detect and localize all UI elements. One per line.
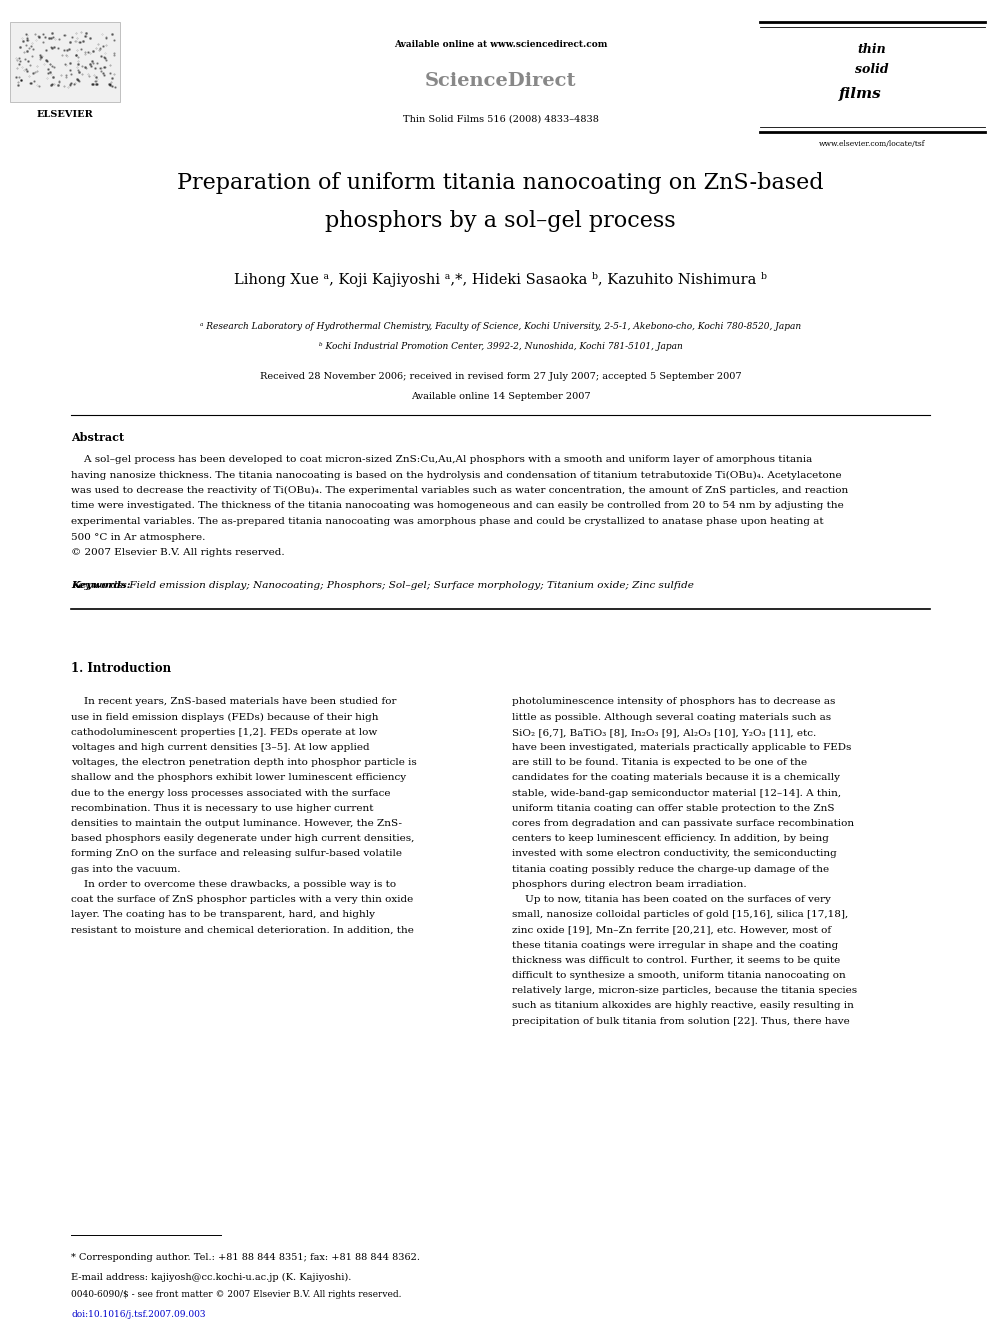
Text: thickness was difficult to control. Further, it seems to be quite: thickness was difficult to control. Furt… [512, 957, 840, 964]
Text: photoluminescence intensity of phosphors has to decrease as: photoluminescence intensity of phosphors… [512, 697, 835, 706]
Text: coat the surface of ZnS phosphor particles with a very thin oxide: coat the surface of ZnS phosphor particl… [71, 896, 414, 904]
Text: ᵇ Kochi Industrial Promotion Center, 3992-2, Nunoshida, Kochi 781-5101, Japan: ᵇ Kochi Industrial Promotion Center, 399… [318, 343, 682, 351]
Text: uniform titania coating can offer stable protection to the ZnS: uniform titania coating can offer stable… [512, 804, 834, 812]
Text: densities to maintain the output luminance. However, the ZnS-: densities to maintain the output luminan… [71, 819, 402, 828]
Text: Up to now, titania has been coated on the surfaces of very: Up to now, titania has been coated on th… [512, 896, 831, 904]
Text: Available online 14 September 2007: Available online 14 September 2007 [411, 392, 590, 401]
Text: invested with some electron conductivity, the semiconducting: invested with some electron conductivity… [512, 849, 836, 859]
Text: centers to keep luminescent efficiency. In addition, by being: centers to keep luminescent efficiency. … [512, 835, 829, 843]
Text: forming ZnO on the surface and releasing sulfur-based volatile: forming ZnO on the surface and releasing… [71, 849, 402, 859]
Text: thin: thin [858, 44, 887, 56]
Text: doi:10.1016/j.tsf.2007.09.003: doi:10.1016/j.tsf.2007.09.003 [71, 1310, 205, 1319]
Text: voltages, the electron penetration depth into phosphor particle is: voltages, the electron penetration depth… [71, 758, 417, 767]
Text: Preparation of uniform titania nanocoating on ZnS-based: Preparation of uniform titania nanocoati… [178, 172, 823, 194]
Bar [10, 22, 120, 102]
Text: SiO₂ [6,7], BaTiO₃ [8], In₂O₃ [9], Al₂O₃ [10], Y₂O₃ [11], etc.: SiO₂ [6,7], BaTiO₃ [8], In₂O₃ [9], Al₂O₃… [512, 728, 816, 737]
Text: shallow and the phosphors exhibit lower luminescent efficiency: shallow and the phosphors exhibit lower … [71, 774, 406, 782]
Text: www.elsevier.com/locate/tsf: www.elsevier.com/locate/tsf [818, 140, 926, 148]
Text: based phosphors easily degenerate under high current densities,: based phosphors easily degenerate under … [71, 835, 415, 843]
Text: these titania coatings were irregular in shape and the coating: these titania coatings were irregular in… [512, 941, 838, 950]
Text: ScienceDirect: ScienceDirect [425, 71, 576, 90]
Text: Keywords:: Keywords: [71, 582, 131, 590]
Text: A sol–gel process has been developed to coat micron-sized ZnS:Cu,Au,Al phosphors: A sol–gel process has been developed to … [71, 455, 812, 464]
Text: Thin Solid Films 516 (2008) 4833–4838: Thin Solid Films 516 (2008) 4833–4838 [403, 115, 598, 124]
Text: difficult to synthesize a smooth, uniform titania nanocoating on: difficult to synthesize a smooth, unifor… [512, 971, 846, 980]
Text: titania coating possibly reduce the charge-up damage of the: titania coating possibly reduce the char… [512, 865, 829, 873]
Text: Lihong Xue ᵃ, Koji Kajiyoshi ᵃ,*, Hideki Sasaoka ᵇ, Kazuhito Nishimura ᵇ: Lihong Xue ᵃ, Koji Kajiyoshi ᵃ,*, Hideki… [234, 273, 767, 287]
Text: such as titanium alkoxides are highly reactive, easily resulting in: such as titanium alkoxides are highly re… [512, 1002, 854, 1011]
Text: use in field emission displays (FEDs) because of their high: use in field emission displays (FEDs) be… [71, 713, 379, 722]
Text: small, nanosize colloidal particles of gold [15,16], silica [17,18],: small, nanosize colloidal particles of g… [512, 910, 848, 919]
Text: stable, wide-band-gap semiconductor material [12–14]. A thin,: stable, wide-band-gap semiconductor mate… [512, 789, 841, 798]
Text: due to the energy loss processes associated with the surface: due to the energy loss processes associa… [71, 789, 391, 798]
Text: precipitation of bulk titania from solution [22]. Thus, there have: precipitation of bulk titania from solut… [512, 1016, 850, 1025]
Text: 1. Introduction: 1. Introduction [71, 662, 172, 675]
Text: Keywords: Field emission display; Nanocoating; Phosphors; Sol–gel; Surface morph: Keywords: Field emission display; Nanoco… [71, 582, 693, 590]
Text: recombination. Thus it is necessary to use higher current: recombination. Thus it is necessary to u… [71, 804, 374, 812]
Text: In recent years, ZnS-based materials have been studied for: In recent years, ZnS-based materials hav… [71, 697, 397, 706]
Text: Received 28 November 2006; received in revised form 27 July 2007; accepted 5 Sep: Received 28 November 2006; received in r… [260, 372, 741, 381]
Text: zinc oxide [19], Mn–Zn ferrite [20,21], etc. However, most of: zinc oxide [19], Mn–Zn ferrite [20,21], … [512, 926, 831, 934]
Text: In order to overcome these drawbacks, a possible way is to: In order to overcome these drawbacks, a … [71, 880, 396, 889]
Text: cathodoluminescent properties [1,2]. FEDs operate at low: cathodoluminescent properties [1,2]. FED… [71, 728, 377, 737]
Text: ELSEVIER: ELSEVIER [37, 110, 93, 119]
Text: relatively large, micron-size particles, because the titania species: relatively large, micron-size particles,… [512, 987, 857, 995]
Text: * Corresponding author. Tel.: +81 88 844 8351; fax: +81 88 844 8362.: * Corresponding author. Tel.: +81 88 844… [71, 1253, 420, 1262]
Text: time were investigated. The thickness of the titania nanocoating was homogeneous: time were investigated. The thickness of… [71, 501, 844, 511]
Text: 500 °C in Ar atmosphere.: 500 °C in Ar atmosphere. [71, 532, 205, 541]
Text: 0040-6090/$ - see front matter © 2007 Elsevier B.V. All rights reserved.: 0040-6090/$ - see front matter © 2007 El… [71, 1290, 402, 1299]
Text: cores from degradation and can passivate surface recombination: cores from degradation and can passivate… [512, 819, 854, 828]
Text: solid: solid [855, 64, 889, 75]
Text: experimental variables. The as-prepared titania nanocoating was amorphous phase : experimental variables. The as-prepared … [71, 517, 823, 527]
Text: resistant to moisture and chemical deterioration. In addition, the: resistant to moisture and chemical deter… [71, 926, 414, 934]
Text: Available online at www.sciencedirect.com: Available online at www.sciencedirect.co… [394, 40, 607, 49]
Text: films: films [838, 87, 881, 101]
Text: have been investigated, materials practically applicable to FEDs: have been investigated, materials practi… [512, 744, 851, 751]
Text: voltages and high current densities [3–5]. At low applied: voltages and high current densities [3–5… [71, 744, 370, 751]
Text: Abstract: Abstract [71, 433, 124, 443]
Text: candidates for the coating materials because it is a chemically: candidates for the coating materials bec… [512, 774, 840, 782]
Text: phosphors by a sol–gel process: phosphors by a sol–gel process [325, 210, 676, 232]
Text: E-mail address: kajiyosh@cc.kochi-u.ac.jp (K. Kajiyoshi).: E-mail address: kajiyosh@cc.kochi-u.ac.j… [71, 1273, 351, 1282]
Text: little as possible. Although several coating materials such as: little as possible. Although several coa… [512, 713, 831, 722]
Text: phosphors during electron beam irradiation.: phosphors during electron beam irradiati… [512, 880, 747, 889]
Text: gas into the vacuum.: gas into the vacuum. [71, 865, 181, 873]
Text: are still to be found. Titania is expected to be one of the: are still to be found. Titania is expect… [512, 758, 807, 767]
Text: ᵃ Research Laboratory of Hydrothermal Chemistry, Faculty of Science, Kochi Unive: ᵃ Research Laboratory of Hydrothermal Ch… [200, 321, 802, 331]
Text: layer. The coating has to be transparent, hard, and highly: layer. The coating has to be transparent… [71, 910, 375, 919]
Text: was used to decrease the reactivity of Ti(OBu)₄. The experimental variables such: was used to decrease the reactivity of T… [71, 486, 848, 495]
Text: having nanosize thickness. The titania nanocoating is based on the hydrolysis an: having nanosize thickness. The titania n… [71, 471, 841, 480]
Text: © 2007 Elsevier B.V. All rights reserved.: © 2007 Elsevier B.V. All rights reserved… [71, 548, 285, 557]
